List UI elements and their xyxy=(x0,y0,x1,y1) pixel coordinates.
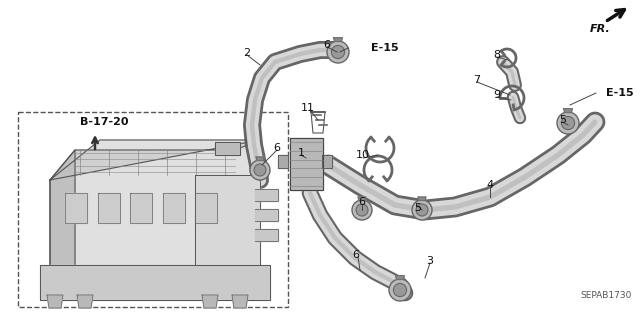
Circle shape xyxy=(356,204,368,216)
Text: 6: 6 xyxy=(358,197,365,207)
Circle shape xyxy=(327,41,349,63)
Polygon shape xyxy=(77,295,93,308)
Circle shape xyxy=(557,112,579,134)
Polygon shape xyxy=(232,295,248,308)
Text: 7: 7 xyxy=(474,75,481,85)
Polygon shape xyxy=(130,193,152,223)
Circle shape xyxy=(394,283,406,297)
Circle shape xyxy=(416,204,428,216)
Text: 5: 5 xyxy=(415,203,422,213)
Text: 1: 1 xyxy=(298,148,305,158)
Text: B-17-20: B-17-20 xyxy=(80,117,129,127)
Polygon shape xyxy=(290,138,323,190)
Circle shape xyxy=(412,200,432,220)
Text: 4: 4 xyxy=(486,180,493,190)
Polygon shape xyxy=(255,189,278,201)
Polygon shape xyxy=(255,209,278,221)
Circle shape xyxy=(389,279,411,301)
Circle shape xyxy=(332,45,344,59)
Polygon shape xyxy=(50,140,260,290)
Polygon shape xyxy=(50,140,260,180)
Polygon shape xyxy=(50,150,75,290)
Polygon shape xyxy=(278,155,288,168)
Text: E-15: E-15 xyxy=(371,43,399,53)
Polygon shape xyxy=(333,38,342,41)
Text: 6: 6 xyxy=(353,250,360,260)
Polygon shape xyxy=(163,193,184,223)
Circle shape xyxy=(254,164,266,176)
Polygon shape xyxy=(215,142,240,155)
Polygon shape xyxy=(47,295,63,308)
Text: 11: 11 xyxy=(301,103,315,113)
Text: FR.: FR. xyxy=(590,24,611,34)
Polygon shape xyxy=(202,295,218,308)
Polygon shape xyxy=(97,193,120,223)
Circle shape xyxy=(250,160,270,180)
Polygon shape xyxy=(255,229,278,241)
Text: 3: 3 xyxy=(426,256,433,266)
Text: SEPAB1730: SEPAB1730 xyxy=(580,291,632,300)
Polygon shape xyxy=(418,197,426,201)
Polygon shape xyxy=(40,265,270,300)
Text: 9: 9 xyxy=(493,90,500,100)
Text: 5: 5 xyxy=(559,115,566,125)
Polygon shape xyxy=(564,109,572,113)
Polygon shape xyxy=(195,175,260,265)
Text: E-15: E-15 xyxy=(606,88,634,98)
Polygon shape xyxy=(256,157,264,160)
Polygon shape xyxy=(358,197,366,201)
Polygon shape xyxy=(396,276,404,279)
Bar xyxy=(18,112,288,307)
Text: 8: 8 xyxy=(493,50,500,60)
Circle shape xyxy=(352,200,372,220)
Text: 6: 6 xyxy=(273,143,280,153)
Text: 10: 10 xyxy=(356,150,370,160)
Polygon shape xyxy=(322,155,332,168)
Circle shape xyxy=(561,116,575,130)
Polygon shape xyxy=(65,193,87,223)
Text: 2: 2 xyxy=(243,48,251,58)
Text: 6: 6 xyxy=(323,40,330,50)
Polygon shape xyxy=(195,193,217,223)
